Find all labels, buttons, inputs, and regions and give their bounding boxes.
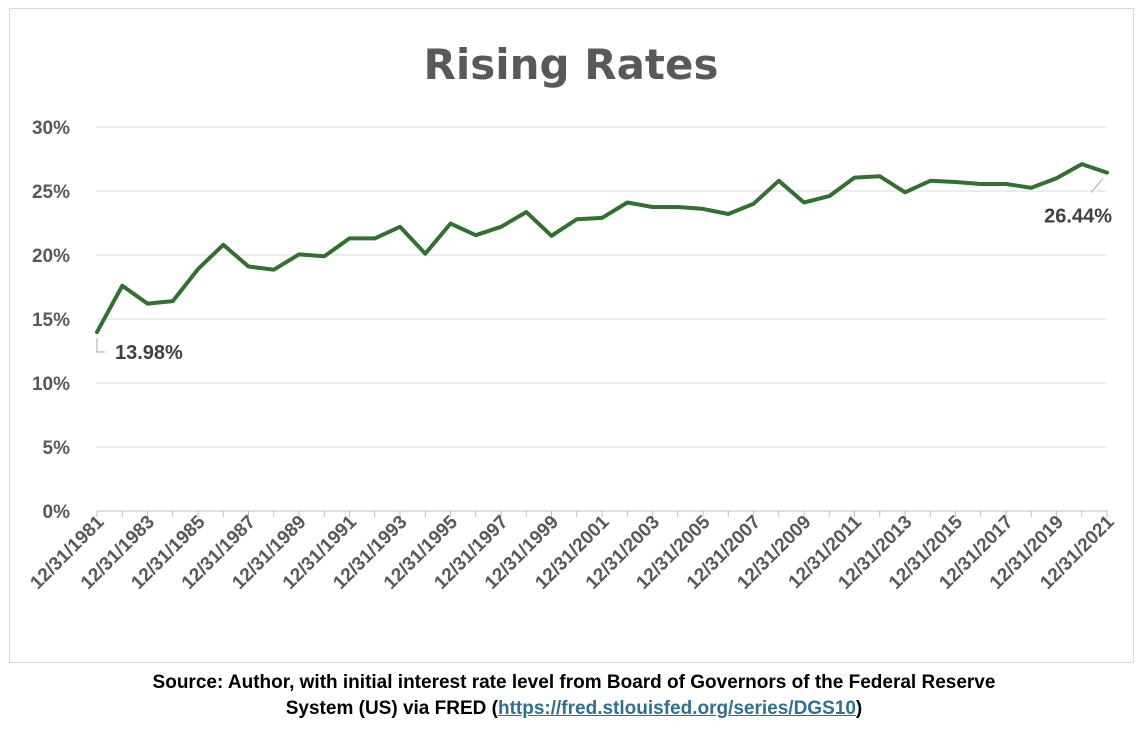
- y-tick-label: 20%: [32, 246, 70, 267]
- data-point: [1029, 186, 1033, 190]
- data-point: [928, 179, 932, 183]
- data-point: [853, 176, 856, 180]
- source-caption-line-2: System (US) via FRED (https://fred.stlou…: [0, 696, 1148, 721]
- data-point: [701, 207, 705, 211]
- source-caption-line-1: Source: Author, with initial interest ra…: [152, 672, 996, 693]
- series-line: [95, 162, 1109, 335]
- chart-title: Rising Rates: [424, 40, 719, 89]
- data-point: [878, 174, 882, 178]
- data-point: [726, 212, 730, 216]
- data-point: [247, 265, 250, 269]
- data-point: [1055, 176, 1058, 180]
- chart-frame: Rising Rates 0% 5% 10% 15% 20% 25% 30% 12/31/198…: [9, 8, 1134, 663]
- data-point: [297, 252, 301, 256]
- caption-prefix: System (US) via FRED (: [285, 698, 498, 719]
- data-point: [676, 205, 680, 209]
- data-point: [651, 205, 654, 209]
- data-point: [322, 254, 326, 258]
- data-point: [777, 179, 781, 183]
- y-tick-label: 25%: [32, 182, 70, 203]
- data-point: [1004, 182, 1008, 186]
- data-point: [575, 217, 579, 221]
- annotation-label-start: 13.98%: [115, 342, 183, 364]
- data-point: [1105, 171, 1109, 175]
- data-point: [221, 243, 225, 247]
- y-tick-label: 5%: [43, 438, 71, 459]
- line-chart: Rising Rates0%5%10%15%20%25%30%12/31/198…: [26, 40, 1118, 594]
- caption-suffix: ): [855, 698, 863, 719]
- data-point: [600, 216, 604, 220]
- data-point: [802, 201, 806, 205]
- data-point: [120, 284, 124, 288]
- data-point: [550, 234, 553, 238]
- y-tick-label: 15%: [32, 310, 70, 331]
- data-point: [474, 233, 478, 237]
- annotation-leader: [1090, 178, 1104, 193]
- data-point: [752, 202, 755, 206]
- data-point: [827, 194, 831, 198]
- data-point: [423, 252, 427, 256]
- data-point: [272, 268, 276, 272]
- data-point: [95, 330, 99, 334]
- data-point: [1080, 162, 1084, 166]
- data-point: [449, 222, 452, 226]
- data-point: [196, 267, 200, 271]
- annotation-label-end: 26.44%: [1044, 206, 1112, 228]
- data-point: [348, 236, 351, 240]
- data-point: [146, 302, 149, 306]
- y-tick-label: 10%: [32, 374, 70, 395]
- data-point: [979, 182, 983, 186]
- fred-source-link[interactable]: https://fred.stlouisfed.org/series/DGS10: [497, 698, 856, 719]
- data-point: [171, 299, 175, 303]
- y-tick-label: 0%: [43, 502, 71, 523]
- data-point: [954, 180, 957, 184]
- data-point: [625, 201, 629, 205]
- y-tick-label: 30%: [32, 118, 70, 139]
- annotation-leader: [96, 338, 105, 353]
- data-point: [398, 225, 402, 229]
- data-point: [524, 210, 528, 214]
- data-point: [903, 190, 907, 194]
- data-point: [499, 225, 503, 229]
- data-point: [373, 236, 377, 240]
